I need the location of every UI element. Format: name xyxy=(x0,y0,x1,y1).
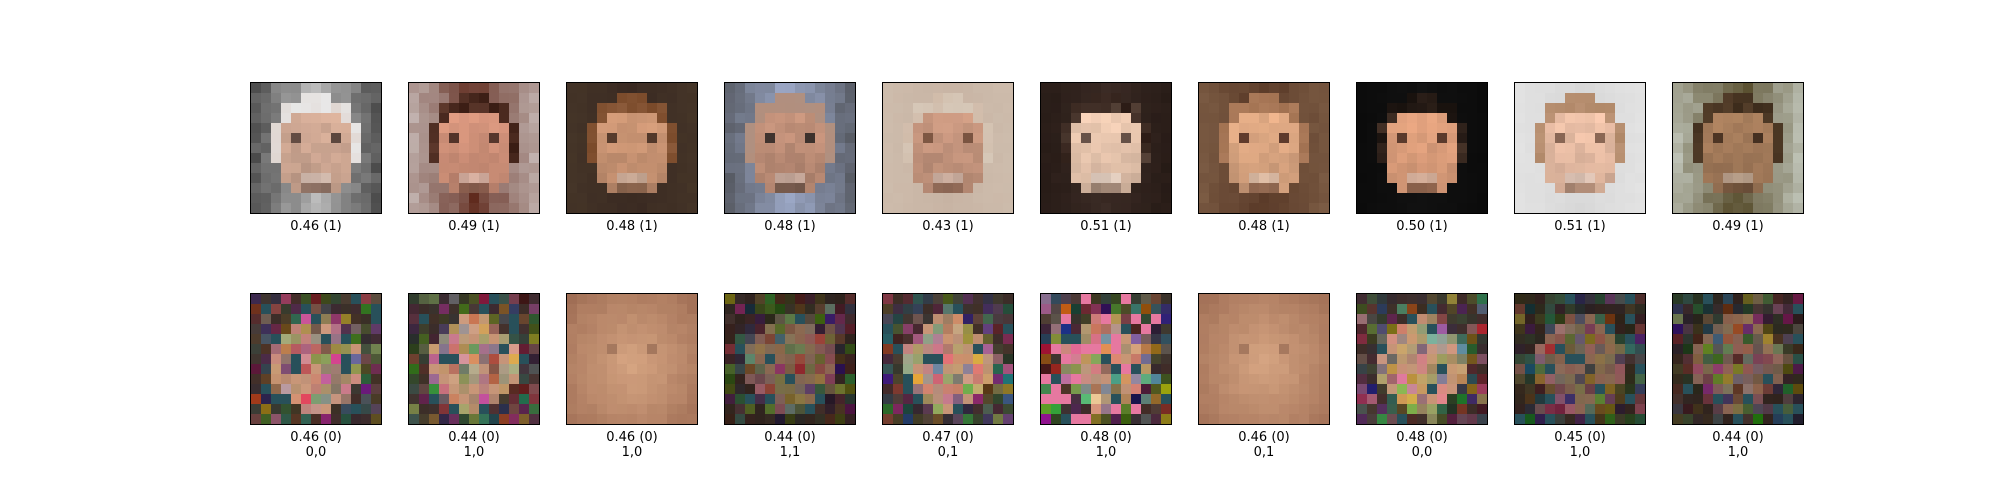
condition-label: 1,1 xyxy=(779,445,801,460)
real-image-panel: 0.48 (1) xyxy=(566,82,698,234)
generated-image-panel: 0.44 (0) 1,1 xyxy=(724,293,856,460)
face-photo-young-man-smiling xyxy=(409,83,539,213)
generated-face-image xyxy=(1040,293,1172,425)
score-caption: 0.44 (0) xyxy=(448,430,500,445)
face-photo-older-man-smiling xyxy=(251,83,381,213)
generated-face-blurry-tan xyxy=(567,294,697,424)
generated-face-noisy-dark xyxy=(1515,294,1645,424)
condition-label: 0,1 xyxy=(937,445,959,460)
face-photo-man-tanned xyxy=(883,83,1013,213)
real-face-image xyxy=(250,82,382,214)
score-caption: 0.46 (0) xyxy=(290,430,342,445)
face-photo-woman-smiling-black-hair xyxy=(1357,83,1487,213)
generated-face-noisy xyxy=(251,294,381,424)
score-caption: 0.48 (1) xyxy=(606,219,658,234)
score-caption: 0.51 (1) xyxy=(1554,219,1606,234)
condition-label: 1,0 xyxy=(463,445,485,460)
real-face-image xyxy=(882,82,1014,214)
generated-image-panel: 0.46 (0) 0,0 xyxy=(250,293,382,460)
real-image-panel: 0.48 (1) xyxy=(1198,82,1330,234)
score-caption: 0.46 (0) xyxy=(606,430,658,445)
condition-label: 1,0 xyxy=(1095,445,1117,460)
score-caption: 0.48 (1) xyxy=(1238,219,1290,234)
score-caption: 0.44 (0) xyxy=(764,430,816,445)
generated-image-panel: 0.48 (0) 0,0 xyxy=(1356,293,1488,460)
real-face-image xyxy=(1514,82,1646,214)
generated-image-panel: 0.46 (0) 0,1 xyxy=(1198,293,1330,460)
generated-image-panel: 0.47 (0) 0,1 xyxy=(882,293,1014,460)
generated-face-noisy xyxy=(883,294,1013,424)
score-caption: 0.43 (1) xyxy=(922,219,974,234)
score-caption: 0.49 (1) xyxy=(1712,219,1764,234)
score-caption: 0.45 (0) xyxy=(1554,430,1606,445)
real-image-panel: 0.43 (1) xyxy=(882,82,1014,234)
real-face-image xyxy=(408,82,540,214)
generated-face-image xyxy=(724,293,856,425)
face-photo-woman-dark-hair xyxy=(1041,83,1171,213)
face-photo-woman-auburn-hair xyxy=(567,83,697,213)
generated-face-blurry-tan xyxy=(1199,294,1329,424)
generated-image-panel: 0.45 (0) 1,0 xyxy=(1514,293,1646,460)
real-image-panel: 0.49 (1) xyxy=(408,82,540,234)
condition-label: 1,0 xyxy=(1569,445,1591,460)
real-face-image xyxy=(566,82,698,214)
generated-face-noisy-colorful xyxy=(1041,294,1171,424)
generated-image-panel: 0.44 (0) 1,0 xyxy=(1672,293,1804,460)
score-caption: 0.44 (0) xyxy=(1712,430,1764,445)
face-photo-bald-man-glasses-beard xyxy=(725,83,855,213)
real-image-panel: 0.51 (1) xyxy=(1040,82,1172,234)
real-image-panel: 0.48 (1) xyxy=(724,82,856,234)
face-photo-woman-light-background xyxy=(1515,83,1645,213)
real-image-panel: 0.50 (1) xyxy=(1356,82,1488,234)
generated-face-noisy xyxy=(1357,294,1487,424)
generated-image-panel: 0.44 (0) 1,0 xyxy=(408,293,540,460)
generated-face-image xyxy=(882,293,1014,425)
real-face-image xyxy=(1356,82,1488,214)
score-caption: 0.48 (0) xyxy=(1396,430,1448,445)
generated-face-noisy-dark xyxy=(725,294,855,424)
condition-label: 1,0 xyxy=(1727,445,1749,460)
condition-label: 0,0 xyxy=(305,445,327,460)
generated-face-image xyxy=(250,293,382,425)
score-caption: 0.51 (1) xyxy=(1080,219,1132,234)
generated-face-image xyxy=(566,293,698,425)
real-face-image xyxy=(1198,82,1330,214)
condition-label: 0,1 xyxy=(1253,445,1275,460)
real-face-image xyxy=(724,82,856,214)
condition-label: 1,0 xyxy=(621,445,643,460)
generated-face-image xyxy=(1514,293,1646,425)
generated-face-image xyxy=(408,293,540,425)
face-photo-man-talking xyxy=(1199,83,1329,213)
generated-face-image xyxy=(1356,293,1488,425)
real-image-panel: 0.46 (1) xyxy=(250,82,382,234)
real-image-panel: 0.49 (1) xyxy=(1672,82,1804,234)
score-caption: 0.48 (0) xyxy=(1080,430,1132,445)
score-caption: 0.46 (0) xyxy=(1238,430,1290,445)
score-caption: 0.49 (1) xyxy=(448,219,500,234)
score-caption: 0.48 (1) xyxy=(764,219,816,234)
generated-face-image xyxy=(1672,293,1804,425)
real-face-image xyxy=(1672,82,1804,214)
generated-image-panel: 0.46 (0) 1,0 xyxy=(566,293,698,460)
generated-image-panel: 0.48 (0) 1,0 xyxy=(1040,293,1172,460)
real-image-panel: 0.51 (1) xyxy=(1514,82,1646,234)
generated-face-noisy-dark xyxy=(1673,294,1803,424)
score-caption: 0.47 (0) xyxy=(922,430,974,445)
real-face-image xyxy=(1040,82,1172,214)
condition-label: 0,0 xyxy=(1411,445,1433,460)
score-caption: 0.46 (1) xyxy=(290,219,342,234)
generated-face-image xyxy=(1198,293,1330,425)
score-caption: 0.50 (1) xyxy=(1396,219,1448,234)
generated-face-noisy xyxy=(409,294,539,424)
face-photo-man-curly-hair xyxy=(1673,83,1803,213)
